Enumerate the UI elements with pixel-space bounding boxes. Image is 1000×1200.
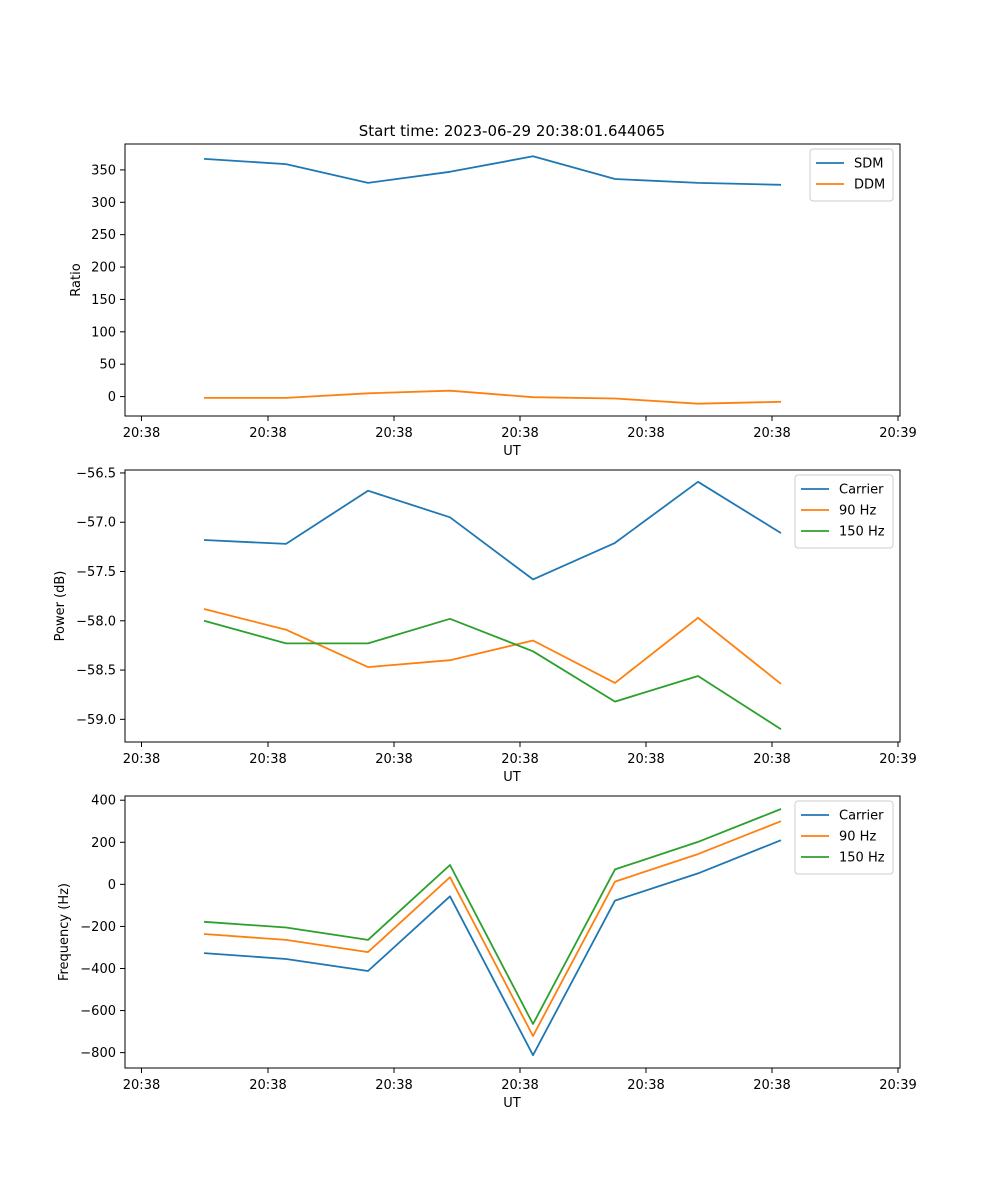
y-tick-label: 400 [91,794,116,809]
x-tick-label: 20:39 [879,426,916,441]
x-tick-label: 20:38 [249,752,286,767]
legend-entry: 90 Hz [839,830,876,845]
series-line-ddm [204,389,782,405]
plot-frame [124,469,901,743]
y-axis-label: Ratio [69,263,84,296]
y-axis-label: Frequency (Hz) [57,883,72,981]
y-tick-label: −59.0 [76,713,116,728]
x-tick-label: 20:39 [879,752,916,767]
y-tick-label: 0 [108,878,116,893]
y-tick-label: −58.0 [76,614,116,629]
series-line-150-hz [203,617,782,730]
chart-panel-3: 20:38 20:38 20:38 20:38 20:38 20:38 20:39 UT −80… [57,794,917,1111]
x-tick-label: 20:38 [375,1078,412,1093]
series-line-sdm [203,155,782,186]
y-tick-label: −57.5 [76,565,116,580]
y-tick-label: 350 [91,163,116,178]
legend-box [794,800,894,875]
x-tick-label: 20:38 [123,1078,160,1093]
x-tick-label: 20:38 [501,752,538,767]
legend: Carrier 90 Hz 150 Hz [794,474,894,549]
x-tick-label: 20:38 [375,752,412,767]
x-tick-label: 20:38 [123,752,160,767]
y-tick-label: −58.5 [76,664,116,679]
plot-frame [124,795,901,1069]
y-tick-label: 50 [99,358,116,373]
legend-entry: DDM [854,178,885,193]
plot-frame [124,143,901,417]
x-tick-label: 20:38 [753,426,790,441]
y-tick-label: −600 [80,1004,116,1019]
legend-entry: 90 Hz [839,504,876,519]
y-tick-label: −57.0 [76,516,116,531]
x-axis-label: UT [503,444,521,459]
y-tick-label: −400 [80,962,116,977]
figure-title: Start time: 2023-06-29 20:38:01.644065 [359,122,665,140]
y-axis-label: Power (dB) [53,571,68,642]
y-tick-label: 250 [91,228,116,243]
chart-panel-1: 20:38 20:38 20:38 20:38 20:38 20:38 20:39 UT 0 50… [69,143,917,459]
y-tick-label: −800 [80,1046,116,1061]
y-tick-label: 100 [91,325,116,340]
series-line-carrier [203,480,782,581]
y-tick-label: 200 [91,836,116,851]
y-tick-label: 150 [91,293,116,308]
x-tick-label: 20:38 [375,426,412,441]
legend-entry: SDM [854,157,883,172]
x-tick-label: 20:38 [627,426,664,441]
x-tick-label: 20:38 [249,1078,286,1093]
x-tick-label: 20:38 [123,426,160,441]
y-tick-label: −200 [80,920,116,935]
legend-entry: Carrier [839,483,884,498]
x-tick-label: 20:38 [627,752,664,767]
series-line-carrier [203,839,782,1057]
x-axis-label: UT [503,1096,521,1111]
series-line-90-hz [203,820,782,1037]
x-tick-label: 20:38 [627,1078,664,1093]
legend-entry: 150 Hz [839,525,885,540]
series-line-90-hz [203,608,782,685]
x-axis-label: UT [503,770,521,785]
y-tick-label: 300 [91,196,116,211]
x-tick-label: 20:38 [501,1078,538,1093]
chart-panel-2: 20:38 20:38 20:38 20:38 20:38 20:38 20:39 UT −59… [53,466,917,785]
x-tick-label: 20:38 [753,752,790,767]
legend: Carrier 90 Hz 150 Hz [794,800,894,875]
x-tick-label: 20:39 [879,1078,916,1093]
x-tick-label: 20:38 [753,1078,790,1093]
legend-entry: 150 Hz [839,851,885,866]
y-tick-label: −56.5 [76,466,116,481]
legend-box [809,148,894,202]
legend-box [794,474,894,549]
y-tick-label: 200 [91,261,116,276]
y-tick-label: 0 [108,390,116,405]
x-tick-label: 20:38 [501,426,538,441]
legend-entry: Carrier [839,809,884,824]
x-tick-label: 20:38 [249,426,286,441]
series-line-150-hz [203,808,782,1025]
legend: SDM DDM [809,148,894,202]
